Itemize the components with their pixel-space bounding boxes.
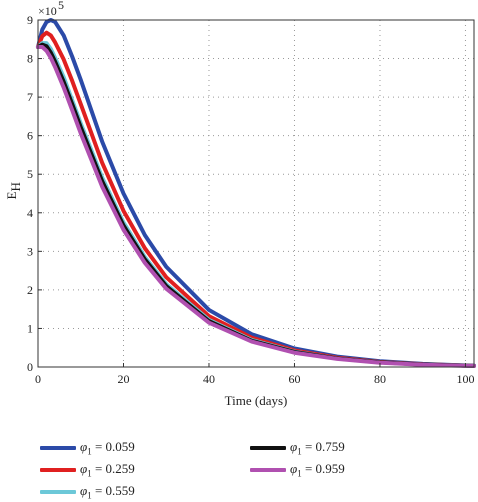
legend-label: φ1 = 0.959 xyxy=(290,461,345,479)
y-tick-label: 8 xyxy=(27,52,33,66)
legend-swatch xyxy=(250,468,286,472)
legend-symbol-subscript: 1 xyxy=(297,446,302,457)
legend-item-1: φ1 = 0.259 xyxy=(40,460,135,480)
legend-symbol-subscript: 1 xyxy=(87,446,92,457)
series-lines xyxy=(36,18,476,368)
legend-symbol-subscript: 1 xyxy=(87,468,92,479)
series-line-3 xyxy=(36,42,476,368)
x-tick-label: 80 xyxy=(374,372,386,386)
legend-item-4: φ1 = 0.959 xyxy=(250,460,345,480)
legend-symbol-subscript: 1 xyxy=(297,468,302,479)
tick-labels: 0 20 40 60 80 100 0 1 2 3 4 5 6 7 8 9 xyxy=(27,13,474,386)
series-line-4 xyxy=(36,44,476,368)
legend-symbol: φ xyxy=(290,439,298,455)
legend-symbol-subscript: 1 xyxy=(87,490,92,501)
series-line-2 xyxy=(36,41,476,368)
x-axis-label: Time (days) xyxy=(225,393,288,408)
y-tick-label: 4 xyxy=(27,206,33,220)
chart: 0 20 40 60 80 100 0 1 2 3 4 5 6 7 8 9 ×10 5 Time (days)… xyxy=(4,0,476,408)
plot-frame xyxy=(37,19,475,368)
y-multiplier-exponent: 5 xyxy=(58,0,64,12)
x-tick-label: 100 xyxy=(456,372,474,386)
y-multiplier: ×10 xyxy=(38,4,57,18)
legend-label: φ1 = 0.559 xyxy=(80,483,135,501)
y-axis-label-main: E xyxy=(4,192,19,200)
legend-value: = 0.759 xyxy=(301,439,345,455)
legend-label: φ1 = 0.059 xyxy=(80,439,135,457)
y-tick-label: 1 xyxy=(27,321,33,335)
legend: φ1 = 0.059 φ1 = 0.259 φ1 = 0.559 φ1 = 0.759… xyxy=(0,430,478,502)
legend-item-0: φ1 = 0.059 xyxy=(40,438,135,458)
legend-label: φ1 = 0.259 xyxy=(80,461,135,479)
legend-item-3: φ1 = 0.759 xyxy=(250,438,345,458)
legend-symbol: φ xyxy=(80,461,88,477)
y-tick-label: 6 xyxy=(27,129,33,143)
y-tick-label: 3 xyxy=(27,244,33,258)
y-axis-label: E H xyxy=(4,182,23,199)
legend-value: = 0.059 xyxy=(91,439,135,455)
legend-swatch xyxy=(250,446,286,450)
x-tick-label: 40 xyxy=(203,372,215,386)
legend-swatch xyxy=(40,446,76,450)
legend-symbol: φ xyxy=(80,439,88,455)
y-tick-label: 2 xyxy=(27,283,33,297)
legend-value: = 0.259 xyxy=(91,461,135,477)
series-line-1 xyxy=(36,30,476,368)
legend-symbol: φ xyxy=(80,483,88,499)
legend-value: = 0.959 xyxy=(301,461,345,477)
y-tick-label: 0 xyxy=(27,360,33,374)
legend-label: φ1 = 0.759 xyxy=(290,439,345,457)
y-tick-label: 9 xyxy=(27,13,33,27)
x-tick-label: 20 xyxy=(117,372,129,386)
y-axis-label-subscript: H xyxy=(8,182,23,191)
legend-swatch xyxy=(40,468,76,472)
x-tick-label: 60 xyxy=(288,372,300,386)
y-tick-label: 5 xyxy=(27,167,33,181)
legend-symbol: φ xyxy=(290,461,298,477)
x-tick-label: 0 xyxy=(35,372,41,386)
legend-value: = 0.559 xyxy=(91,483,135,499)
legend-swatch xyxy=(40,490,76,494)
legend-item-2: φ1 = 0.559 xyxy=(40,482,135,502)
y-tick-label: 7 xyxy=(27,90,33,104)
